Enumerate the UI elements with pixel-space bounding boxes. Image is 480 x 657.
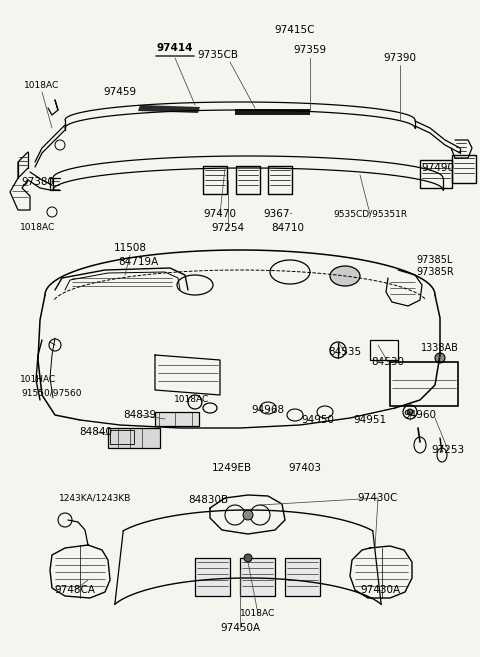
Text: 84530: 84530 [372,357,405,367]
Text: 97430C: 97430C [358,493,398,503]
Ellipse shape [407,409,413,415]
Text: 97390: 97390 [384,53,417,63]
Text: 1243KA/1243KB: 1243KA/1243KB [59,493,131,503]
Bar [108,428,160,448]
Text: 94950: 94950 [301,415,335,425]
Text: 97385L: 97385L [417,255,453,265]
Text: 11508: 11508 [113,243,146,253]
Bar [452,155,476,183]
Text: 94968: 94968 [252,405,285,415]
Ellipse shape [435,353,445,363]
Text: 84840: 84840 [80,427,112,437]
Ellipse shape [330,266,360,286]
Text: 97414: 97414 [157,43,193,53]
Bar [420,160,452,188]
Text: 97385R: 97385R [416,267,454,277]
Text: 9735CB: 9735CB [197,50,239,60]
Bar [268,166,292,194]
Text: 97470: 97470 [204,209,237,219]
Bar [285,558,320,596]
Bar [240,558,275,596]
Text: 97430A: 97430A [360,585,400,595]
Text: 9748CA: 9748CA [55,585,96,595]
Bar [155,412,199,426]
Text: 97450A: 97450A [220,623,260,633]
Text: 1018AC: 1018AC [174,396,210,405]
Text: 91550/97560: 91550/97560 [22,388,82,397]
Ellipse shape [244,554,252,562]
Text: 1018AC: 1018AC [24,81,60,89]
Text: 97403: 97403 [288,463,322,473]
Text: 84710: 84710 [272,223,304,233]
Bar [203,166,227,194]
Text: 97254: 97254 [211,223,245,233]
Text: 97359: 97359 [293,45,326,55]
Text: 97380: 97380 [22,177,55,187]
Text: 84535: 84535 [328,347,361,357]
Text: 1018AC: 1018AC [240,610,276,618]
Text: 97415C: 97415C [275,25,315,35]
Text: 97253: 97253 [432,445,465,455]
Text: 94960: 94960 [404,410,436,420]
Text: 84719A: 84719A [118,257,158,267]
Bar [195,558,230,596]
Bar [370,340,398,360]
Bar [110,430,134,444]
Text: 9535CD/95351R: 9535CD/95351R [333,210,407,219]
Text: 84839: 84839 [123,410,156,420]
Text: 9367·: 9367· [263,209,293,219]
Text: 97459: 97459 [103,87,137,97]
Bar [390,362,458,406]
Text: 1018AC: 1018AC [20,223,56,233]
Text: 84830B: 84830B [188,495,228,505]
Text: 1338AB: 1338AB [421,343,459,353]
Text: 94951: 94951 [353,415,386,425]
Polygon shape [235,109,310,115]
Bar [236,166,260,194]
Polygon shape [138,105,200,113]
Text: 1249EB: 1249EB [212,463,252,473]
Ellipse shape [243,510,253,520]
Text: 97490: 97490 [421,163,455,173]
Text: 101HAC: 101HAC [20,376,56,384]
